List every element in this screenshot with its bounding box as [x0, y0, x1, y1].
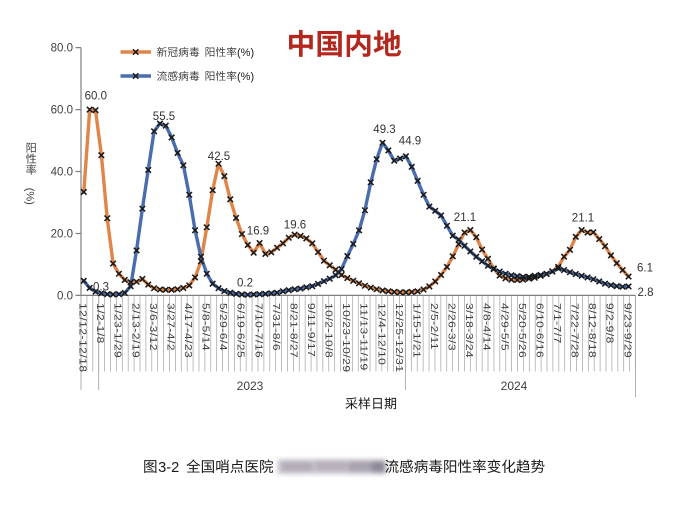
svg-text:21.1: 21.1	[572, 213, 594, 225]
svg-text:10/2-10/8: 10/2-10/8	[323, 303, 334, 358]
svg-text:1/15-1/21: 1/15-1/21	[411, 303, 422, 358]
svg-text:7/10-7/16: 7/10-7/16	[253, 303, 264, 358]
svg-text:11/13-11/19: 11/13-11/19	[358, 303, 369, 371]
svg-text:3/6-3/12: 3/6-3/12	[147, 303, 158, 351]
svg-text:(%): (%)	[237, 47, 254, 59]
svg-text:8/12-8/18: 8/12-8/18	[586, 303, 597, 358]
svg-text:80.0: 80.0	[51, 43, 73, 55]
svg-text:3-2: 3-2	[158, 460, 179, 476]
svg-text:3/18-3/24: 3/18-3/24	[463, 303, 474, 358]
svg-text:1/2-1/8: 1/2-1/8	[94, 303, 105, 344]
svg-text:2/26-3/3: 2/26-3/3	[446, 303, 457, 351]
svg-text:20.0: 20.0	[51, 229, 73, 241]
svg-text:4/8-4/14: 4/8-4/14	[481, 303, 492, 351]
svg-text:7/31-8/6: 7/31-8/6	[270, 303, 281, 351]
svg-text:8/21-8/27: 8/21-8/27	[288, 303, 299, 358]
svg-text:2/5-2/11: 2/5-2/11	[428, 303, 439, 350]
svg-text:2.8: 2.8	[638, 287, 654, 299]
svg-text:16.9: 16.9	[247, 226, 269, 238]
svg-text:12/12-12/18: 12/12-12/18	[77, 303, 88, 373]
svg-text:10/23-10/29: 10/23-10/29	[340, 303, 351, 373]
svg-text:60.0: 60.0	[85, 91, 107, 103]
svg-text:7/22-7/28: 7/22-7/28	[569, 303, 580, 358]
svg-text:21.1: 21.1	[454, 212, 476, 224]
svg-text:9/2-9/8: 9/2-9/8	[604, 303, 615, 344]
svg-text:9/23-9/29: 9/23-9/29	[622, 303, 633, 358]
svg-text:42.5: 42.5	[208, 151, 230, 163]
svg-text:5/29-6/4: 5/29-6/4	[217, 303, 228, 351]
svg-text:12/4-12/10: 12/4-12/10	[376, 303, 387, 365]
svg-text:44.9: 44.9	[399, 136, 421, 148]
svg-text:(%): (%)	[237, 71, 254, 83]
svg-text:6/19-6/25: 6/19-6/25	[235, 303, 246, 358]
svg-text:6/10-6/16: 6/10-6/16	[534, 303, 545, 358]
svg-text:4/17-4/23: 4/17-4/23	[182, 303, 193, 358]
svg-text:60.0: 60.0	[51, 105, 73, 117]
svg-text:1/23-1/29: 1/23-1/29	[112, 303, 123, 358]
svg-text:5/8-5/14: 5/8-5/14	[200, 303, 211, 351]
svg-text:6.1: 6.1	[637, 263, 653, 275]
svg-text:3/27-4/2: 3/27-4/2	[165, 303, 176, 351]
svg-text:2/13-2/19: 2/13-2/19	[130, 303, 141, 358]
svg-text:0.3: 0.3	[93, 282, 109, 294]
svg-text:2024: 2024	[501, 379, 528, 393]
svg-text:49.3: 49.3	[373, 124, 395, 136]
svg-text:7/1-7/7: 7/1-7/7	[551, 303, 562, 344]
svg-text:0.2: 0.2	[237, 278, 253, 290]
svg-text:19.6: 19.6	[284, 220, 306, 232]
svg-text:0.0: 0.0	[57, 290, 73, 302]
svg-text:(%): (%)	[24, 188, 36, 205]
svg-text:5/20-5/26: 5/20-5/26	[516, 303, 527, 358]
svg-text:12/25-12/31: 12/25-12/31	[393, 303, 404, 373]
svg-text:9/11-9/17: 9/11-9/17	[305, 303, 316, 357]
svg-text:2023: 2023	[237, 379, 264, 393]
svg-text:4/29-5/5: 4/29-5/5	[499, 303, 510, 351]
svg-text:55.5: 55.5	[153, 111, 175, 123]
svg-text:40.0: 40.0	[51, 167, 73, 179]
